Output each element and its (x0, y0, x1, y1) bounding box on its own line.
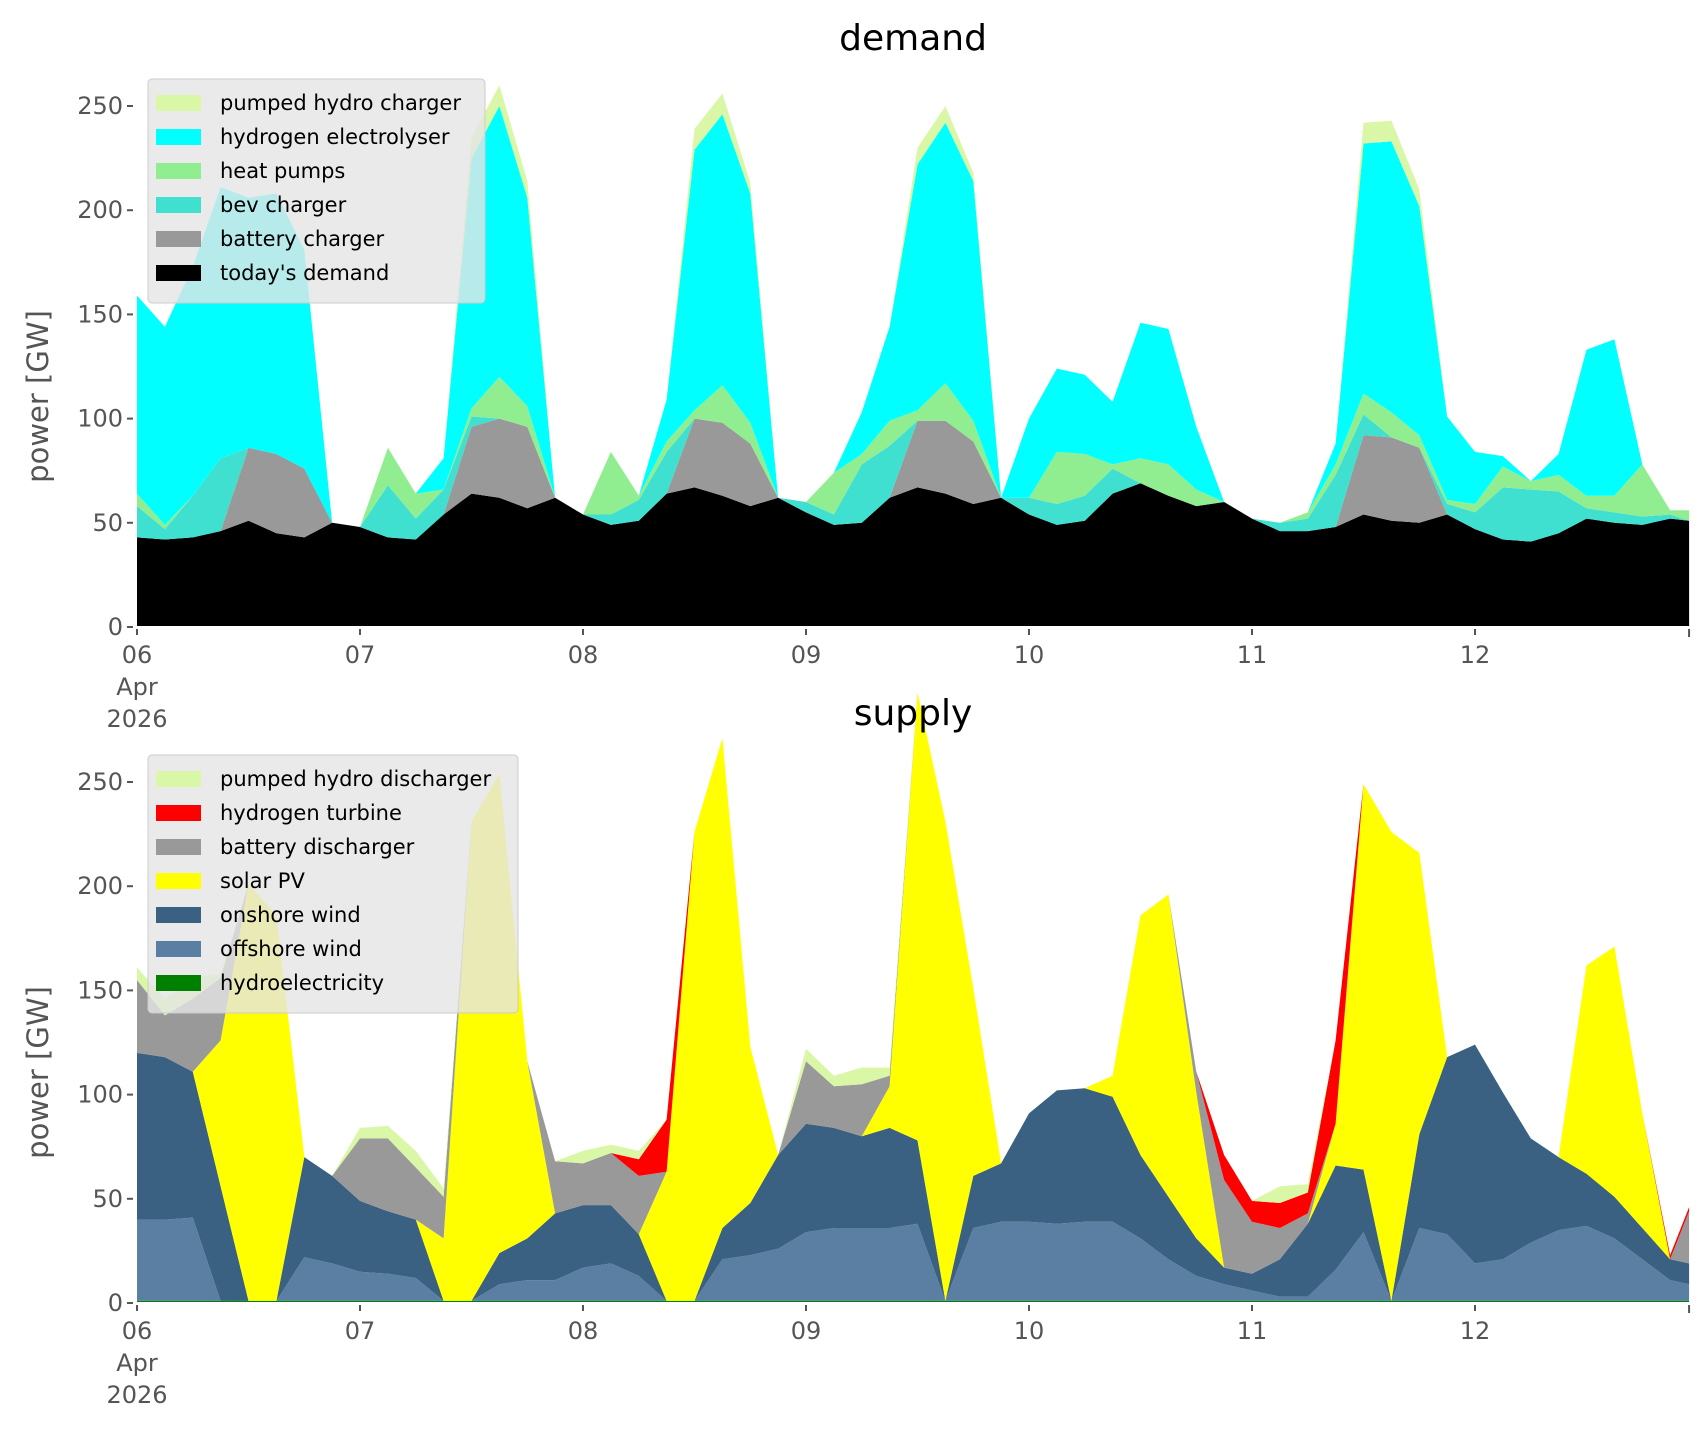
legend-swatch (156, 873, 201, 889)
y-tick-label: 0 (108, 1289, 123, 1317)
legend-label: hydroelectricity (220, 971, 384, 995)
area-today-s-demand (137, 483, 1690, 627)
chart-title: supply (854, 693, 973, 734)
x-tick-label: 11 (1237, 1317, 1268, 1345)
y-tick-label: 50 (92, 509, 123, 537)
legend: pumped hydro charger hydrogen electrolyse… (147, 78, 486, 304)
x-tick-label: 08 (568, 641, 599, 669)
legend-swatch (156, 129, 201, 145)
y-tick-label: 250 (77, 768, 123, 796)
legend-swatch (156, 265, 201, 281)
y-tick-label: 0 (108, 613, 123, 641)
y-tick-label: 150 (77, 300, 123, 328)
legend-label: bev charger (220, 193, 347, 217)
legend-swatch (156, 839, 201, 855)
y-tick-label: 100 (77, 405, 123, 433)
x-tick-label: 11 (1237, 641, 1268, 669)
area-battery-charger (137, 418, 1690, 542)
legend-swatch (156, 95, 201, 111)
legend-swatch (156, 975, 201, 991)
legend-swatch (156, 941, 201, 957)
y-axis-label: power [GW] (21, 986, 55, 1159)
legend-swatch (156, 771, 201, 787)
legend-label: hydrogen electrolyser (220, 125, 450, 149)
demand-panel: 0 50 100 150 200 250 06 Apr 2026 07 08 09 10 11 12 dema… (21, 18, 1691, 733)
area-offshore-wind (137, 1217, 1690, 1301)
x-tick-label: Apr (116, 673, 158, 701)
y-axis-label: power [GW] (21, 310, 55, 483)
area-solar-pv (137, 692, 1690, 1301)
legend: pumped hydro discharger hydrogen turbine b… (147, 754, 519, 1014)
x-tick-label: 12 (1460, 1317, 1491, 1345)
legend-swatch (156, 805, 201, 821)
y-tick-label: 150 (77, 976, 123, 1004)
legend-swatch (156, 163, 201, 179)
area-heat-pumps (137, 376, 1690, 530)
area-hydrogen-electrolyser (137, 106, 1690, 527)
legend-swatch (156, 197, 201, 213)
x-tick-label: 10 (1014, 641, 1045, 669)
chart-title: demand (839, 18, 987, 59)
legend-label: heat pumps (220, 159, 345, 183)
y-tick-label: 250 (77, 92, 123, 120)
legend-label: onshore wind (220, 903, 361, 927)
legend-swatch (156, 907, 201, 923)
legend-label: offshore wind (220, 937, 362, 961)
x-tick-label: Apr (116, 1349, 158, 1377)
area-bev-charger (137, 414, 1690, 542)
legend-box (147, 78, 486, 304)
legend-box (147, 754, 519, 1014)
x-tick-label: 12 (1460, 641, 1491, 669)
x-tick-label: 07 (345, 641, 376, 669)
x-tick-label: 06 (122, 1317, 153, 1345)
x-tick-label: 09 (791, 641, 822, 669)
legend-label: today's demand (220, 261, 389, 285)
x-tick-label: 07 (345, 1317, 376, 1345)
legend-label: battery discharger (220, 835, 415, 859)
legend-label: hydrogen turbine (220, 801, 402, 825)
y-tick-label: 100 (77, 1081, 123, 1109)
y-tick-label: 200 (77, 872, 123, 900)
x-tick-label: 09 (791, 1317, 822, 1345)
y-tick-label: 200 (77, 196, 123, 224)
x-tick-label: 10 (1014, 1317, 1045, 1345)
legend-label: solar PV (220, 869, 305, 893)
x-tick-label: 2026 (106, 705, 167, 733)
legend-swatch (156, 231, 201, 247)
legend-label: battery charger (220, 227, 385, 251)
x-tick-label: 2026 (106, 1381, 167, 1409)
legend-label: pumped hydro charger (220, 91, 461, 115)
y-tick-label: 50 (92, 1185, 123, 1213)
area-onshore-wind (137, 1044, 1690, 1301)
x-tick-label: 06 (122, 641, 153, 669)
supply-panel: 0 50 100 150 200 250 06 Apr 2026 07 08 09 10 11 12 supp… (21, 692, 1691, 1409)
legend-label: pumped hydro discharger (220, 767, 491, 791)
x-tick-label: 08 (568, 1317, 599, 1345)
